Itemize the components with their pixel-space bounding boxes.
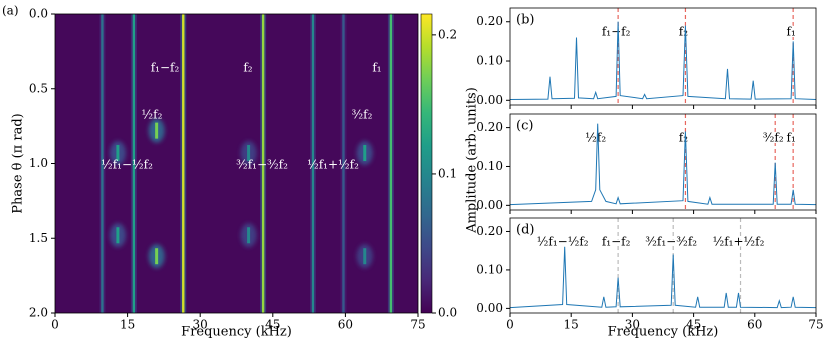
peak-label: ³⁄₂f₂: [763, 131, 784, 145]
y-axis-label: Amplitude (arb. units): [465, 87, 480, 234]
annotation: f₁: [372, 61, 381, 75]
heatmap-spot: [247, 145, 251, 162]
peak-label: ½f₁−½f₂: [537, 235, 589, 249]
y-tick-label: 0.20: [476, 120, 503, 134]
peak-label: f₁−f₂: [602, 25, 631, 39]
heatmap-spot: [116, 227, 120, 244]
y-tick-label: 0.00: [476, 93, 503, 107]
spectrum-line: [509, 21, 817, 100]
y-tick-label: 0.10: [476, 54, 503, 68]
panel-label: (d): [516, 223, 534, 238]
x-tick-label: 30: [193, 318, 208, 332]
colorbar-tick-label: 0.2: [438, 27, 457, 41]
panel-label: (a): [2, 4, 19, 18]
annotation: ½f₁−½f₂: [101, 158, 153, 172]
peak-label: f₂: [679, 131, 688, 145]
annotation: ³⁄₂f₂: [352, 108, 373, 122]
y-axis-label: Phase θ (π rad): [11, 113, 26, 213]
y-tick-label: 0.5: [29, 81, 48, 95]
y-tick-label: 2.0: [29, 306, 48, 320]
heatmap-spot: [116, 145, 120, 162]
heatmap-column: [342, 14, 345, 313]
annotation: f₂: [243, 61, 252, 75]
peak-label: ½f₁+½f₂: [713, 235, 765, 249]
x-tick-label: 45: [265, 318, 280, 332]
annotation: ³⁄₂f₁−³⁄₂f₂: [236, 158, 288, 172]
heatmap: [55, 14, 418, 313]
x-tick-label: 15: [564, 318, 579, 332]
x-tick-label: 0: [506, 318, 514, 332]
y-tick-label: 0.0: [29, 7, 48, 21]
x-tick-label: 15: [120, 318, 135, 332]
x-axis-label: Frequency (kHz): [181, 325, 292, 340]
plot-frame: [509, 7, 817, 106]
heatmap-spot: [247, 227, 251, 244]
heatmap-column: [132, 14, 136, 313]
colorbar: [420, 13, 433, 314]
y-tick-label: 0.20: [476, 224, 503, 238]
heatmap-column: [261, 14, 265, 313]
peak-label: ³⁄₂f₁−³⁄₂f₂: [645, 235, 697, 249]
x-tick-label: 45: [686, 318, 701, 332]
peak-label: ½f₂: [585, 131, 606, 145]
y-tick-label: 0.00: [476, 301, 503, 315]
y-tick-label: 1.5: [29, 231, 48, 245]
x-tick-label: 60: [747, 318, 762, 332]
spectrum-line: [509, 246, 817, 309]
x-tick-label: 75: [410, 318, 425, 332]
heatmap-column: [311, 14, 315, 313]
heatmap-column: [389, 14, 393, 313]
x-tick-label: 75: [808, 318, 823, 332]
heatmap-column: [182, 14, 185, 313]
x-axis-label: Frequency (kHz): [608, 325, 719, 340]
plot-frame: [509, 113, 817, 211]
heatmap-spot: [363, 248, 367, 265]
y-tick-label: 0.10: [476, 159, 503, 173]
heatmap-column: [101, 14, 104, 313]
heatmap-spot: [155, 122, 159, 139]
colorbar-tick-label: 0.1: [438, 166, 457, 180]
panel-label: (c): [516, 119, 533, 134]
x-tick-label: 60: [338, 318, 353, 332]
y-tick-label: 1.0: [29, 156, 48, 170]
peak-label: f₁: [787, 25, 796, 39]
x-tick-label: 0: [51, 318, 59, 332]
annotation: ½f₂: [142, 108, 163, 122]
colorbar-tick-label: 0.0: [438, 306, 457, 320]
peak-label: f₁: [787, 131, 796, 145]
y-tick-label: 0.00: [476, 198, 503, 212]
panel-label: (b): [516, 13, 534, 28]
peak-label: f₂: [679, 25, 688, 39]
plot-frame: [509, 217, 817, 314]
y-tick-label: 0.20: [476, 14, 503, 28]
heatmap-spot: [155, 248, 159, 265]
annotation: f₁−f₂: [151, 61, 180, 75]
x-tick-label: 30: [625, 318, 640, 332]
spectrum-line: [509, 123, 817, 206]
peak-label: f₁−f₂: [602, 235, 631, 249]
y-tick-label: 0.10: [476, 262, 503, 276]
heatmap-spot: [363, 145, 367, 162]
annotation: ½f₁+½f₂: [307, 158, 359, 172]
